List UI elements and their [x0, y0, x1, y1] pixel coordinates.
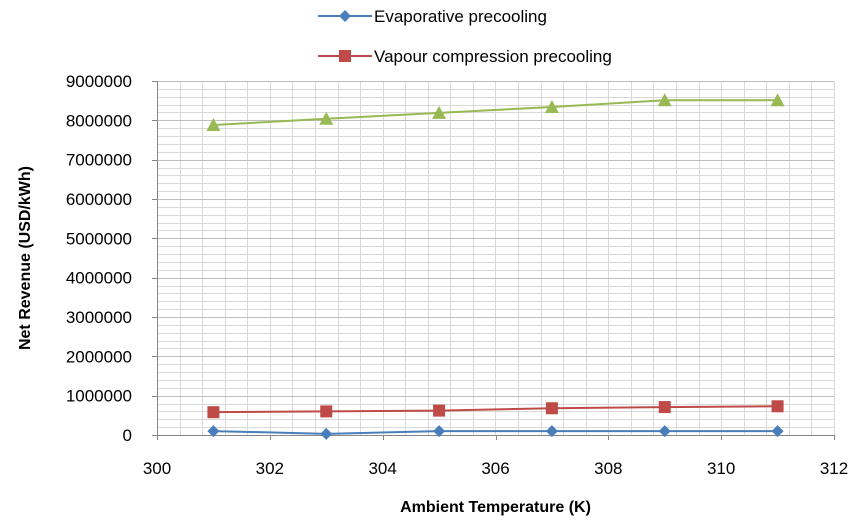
data-point	[658, 425, 671, 438]
x-tick-label: 302	[256, 459, 284, 478]
data-point	[433, 404, 446, 417]
x-tick-label: 300	[143, 459, 171, 478]
y-tick-label: 6000000	[66, 190, 132, 209]
data-point	[658, 401, 671, 414]
data-point	[657, 93, 672, 107]
legend-marker	[339, 10, 351, 22]
y-tick-labels: 0 1000000 2000000 3000000 4000000 5000000 6000…	[66, 72, 157, 445]
data-point	[320, 427, 333, 440]
y-tick-label: 4000000	[66, 269, 132, 288]
data-point	[207, 425, 220, 438]
series-1	[207, 425, 784, 440]
data-point	[206, 118, 221, 132]
data-point	[319, 111, 334, 125]
y-tick-label: 5000000	[66, 229, 132, 248]
legend-item: Evaporative precooling	[318, 7, 547, 26]
x-tick-label: 306	[481, 459, 509, 478]
y-tick-label: 7000000	[66, 151, 132, 170]
y-tick-label: 1000000	[66, 387, 132, 406]
x-tick-labels: 300 302 304 306 308 310 312	[143, 435, 848, 478]
data-point	[770, 93, 785, 107]
data-point	[433, 425, 446, 438]
series-3	[206, 93, 785, 132]
legend: Evaporative precooling Vapour compression…	[318, 7, 612, 66]
x-tick-label: 310	[707, 459, 735, 478]
series-line	[213, 405, 778, 414]
legend-label: Evaporative precooling	[374, 7, 547, 26]
grid-lines	[157, 81, 835, 436]
legend-item: Vapour compression precooling	[318, 47, 612, 66]
y-tick-label: 9000000	[66, 72, 132, 91]
data-point	[544, 99, 559, 113]
x-axis-title: Ambient Temperature (K)	[400, 499, 591, 516]
series-line	[213, 430, 778, 435]
y-axis-title: Net Revenue (USD/kWh)	[17, 166, 34, 350]
data-point	[545, 425, 558, 438]
y-tick-label: 8000000	[66, 111, 132, 130]
y-tick-label: 3000000	[66, 308, 132, 327]
legend-marker	[339, 50, 351, 62]
data-point	[207, 406, 220, 419]
series-line	[213, 99, 778, 127]
x-tick-label: 304	[368, 459, 396, 478]
y-tick-label: 2000000	[66, 347, 132, 366]
data-point	[771, 425, 784, 438]
y-tick-label: 0	[123, 426, 132, 445]
x-tick-label: 312	[820, 459, 848, 478]
data-point	[771, 400, 784, 413]
data-point	[432, 105, 447, 119]
series-group	[206, 93, 785, 440]
legend-label: Vapour compression precooling	[374, 47, 612, 66]
series-2	[207, 400, 784, 419]
data-point	[320, 405, 333, 418]
x-tick-label: 308	[594, 459, 622, 478]
data-point	[545, 402, 558, 415]
